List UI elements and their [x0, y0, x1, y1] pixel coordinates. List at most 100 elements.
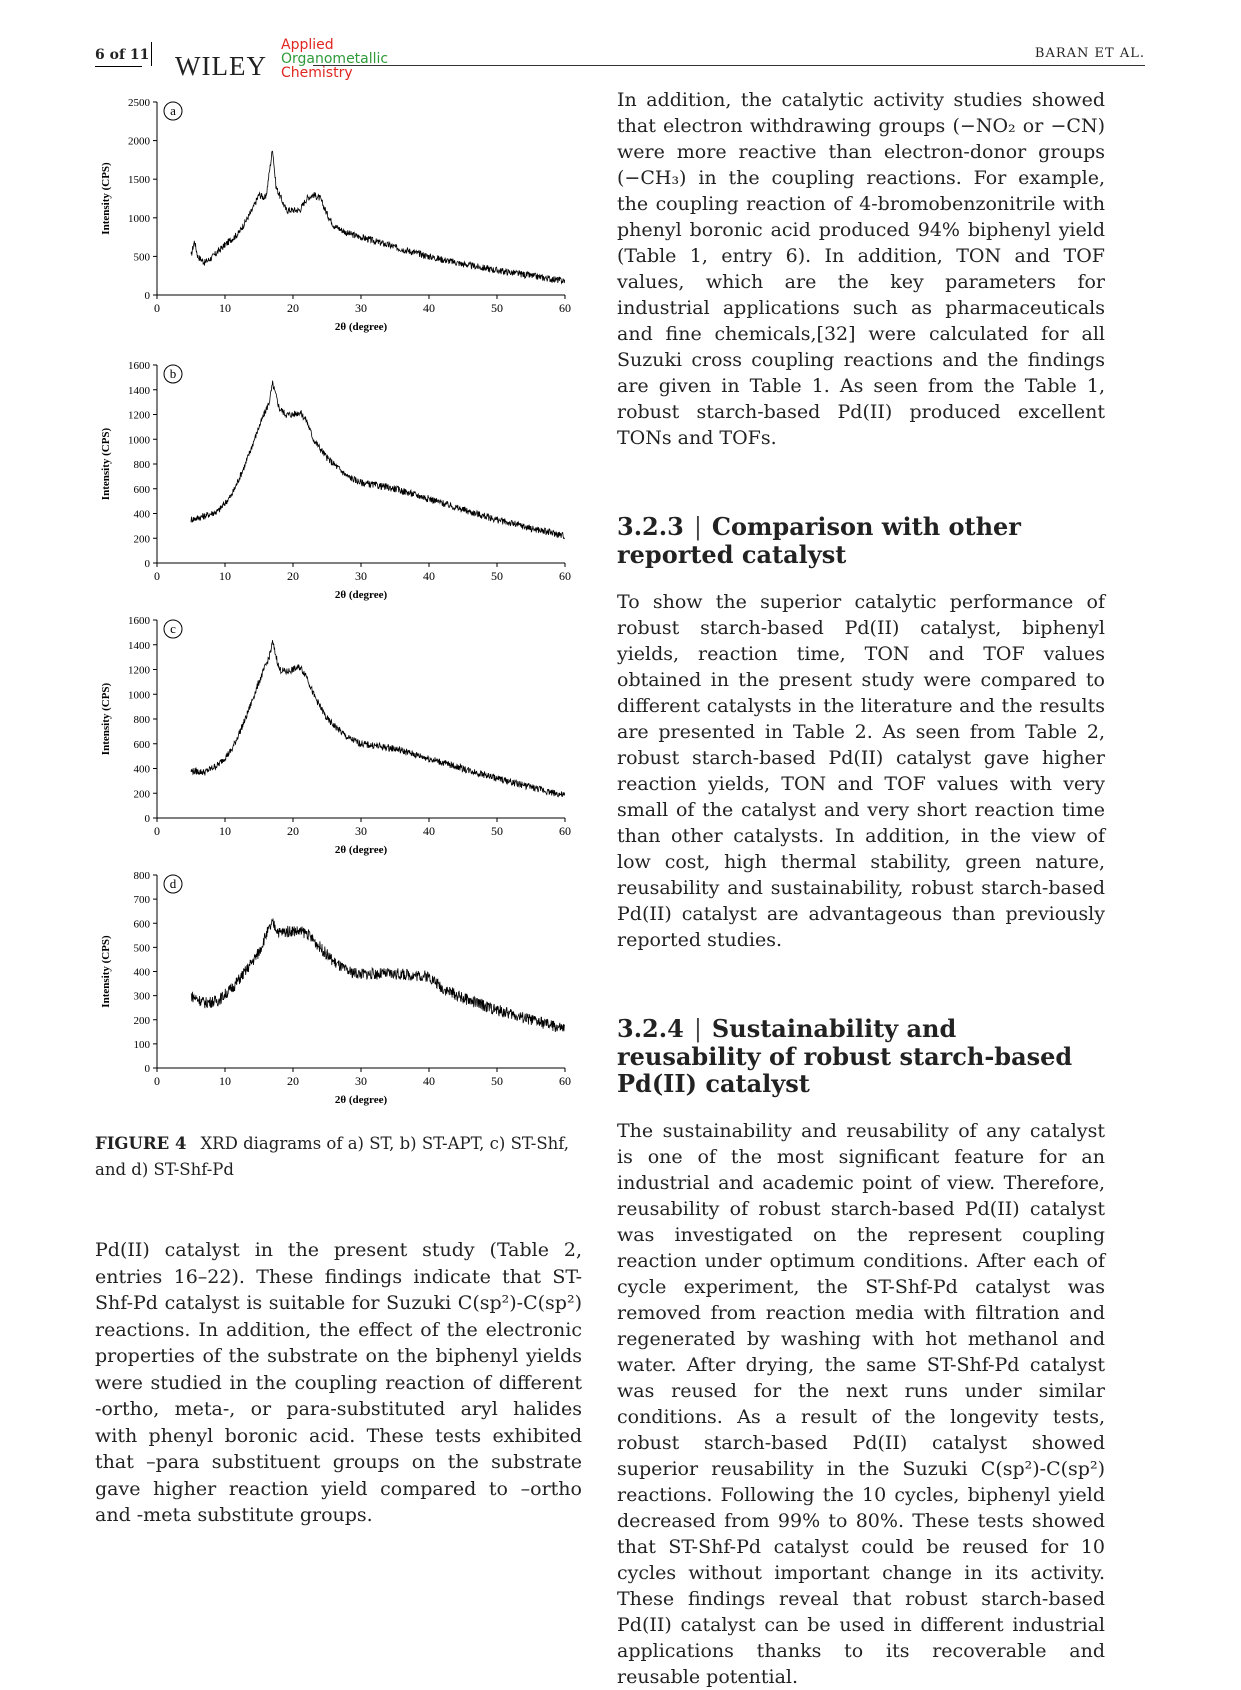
x-tick-label: 10 — [219, 824, 231, 838]
x-tick-label: 20 — [287, 569, 299, 583]
x-tick-label: 30 — [355, 569, 367, 583]
y-tick-label: 100 — [134, 1039, 151, 1051]
x-tick-label: 20 — [287, 824, 299, 838]
x-tick-label: 40 — [423, 301, 435, 315]
y-tick-label: 500 — [134, 942, 151, 954]
figure-caption-text: XRD diagrams of a) ST, b) ST-APT, c) ST-… — [95, 1134, 570, 1179]
figure-caption: FIGURE 4 XRD diagrams of a) ST, b) ST-APT… — [95, 1131, 595, 1183]
y-tick-label: 1600 — [128, 360, 151, 372]
y-tick-label: 2500 — [128, 97, 151, 109]
y-tick-label: 1400 — [128, 385, 151, 397]
x-tick-label: 0 — [154, 569, 160, 583]
y-tick-label: 0 — [145, 1063, 151, 1075]
y-tick-label: 800 — [134, 459, 151, 471]
xrd-chart-a-svg: 0 500 1000 1500 2000 2500 0 10 20 30 40 50 60 2θ (deg… — [100, 97, 571, 333]
x-tick-label: 30 — [355, 1074, 367, 1088]
running-authors: BARAN ET AL. — [1034, 46, 1145, 61]
xrd-chart-a: 0 500 1000 1500 2000 2500 0 10 20 30 40 50 60 2θ (deg… — [95, 92, 595, 337]
y-axis-label: Intensity (CPS) — [100, 682, 112, 755]
publisher-logo: WILEY — [175, 51, 267, 81]
panel-label-circle — [163, 364, 183, 384]
section-heading-3-2-3: 3.2.3 | Comparison with other reported cat… — [617, 513, 1105, 568]
y-tick-label: 700 — [134, 894, 151, 906]
xrd-chart-d: 0 100 200 300 400 500 600 700 800 0 10 20 30 40 50 60 2θ… — [95, 865, 595, 1110]
x-tick-label: 10 — [219, 569, 231, 583]
x-tick-label: 50 — [491, 301, 503, 315]
x-tick-label: 20 — [287, 1074, 299, 1088]
panel-label: d — [170, 876, 177, 891]
x-tick-label: 20 — [287, 301, 299, 315]
x-tick-label: 60 — [559, 569, 571, 583]
xrd-series-line — [190, 380, 565, 540]
x-tick-label: 40 — [423, 824, 435, 838]
xrd-series-line — [190, 918, 566, 1032]
x-tick-label: 10 — [219, 301, 231, 315]
panel-label: b — [170, 366, 177, 381]
journal-name-line2: Organometallic — [281, 51, 389, 67]
y-tick-label: 400 — [134, 764, 151, 776]
left-paragraph: Pd(II) catalyst in the present study (Ta… — [95, 1239, 582, 1526]
x-tick-label: 40 — [423, 1074, 435, 1088]
panel-label-circle — [163, 619, 183, 639]
section-title: Comparison with other reported catalyst — [617, 512, 1021, 569]
panel-label-circle — [163, 874, 183, 894]
y-tick-label: 1000 — [128, 689, 151, 701]
xrd-chart-b: 0 200 400 600 800 1000 1200 1400 1600 0 10 20 30 40 50… — [95, 355, 595, 605]
y-tick-label: 800 — [134, 714, 151, 726]
section-heading-3-2-4: 3.2.4 | Sustainability and reusability of … — [617, 1015, 1105, 1097]
x-tick-label: 50 — [491, 569, 503, 583]
x-tick-label: 30 — [355, 824, 367, 838]
header-rule — [313, 65, 1145, 66]
y-tick-label: 800 — [134, 870, 151, 882]
y-tick-label: 1500 — [128, 174, 151, 186]
y-tick-label: 1600 — [128, 615, 151, 627]
y-tick-label: 0 — [145, 290, 151, 302]
x-tick-label: 60 — [559, 1074, 571, 1088]
y-axis-label: Intensity (CPS) — [100, 162, 112, 235]
header-divider — [151, 42, 152, 66]
x-tick-label: 30 — [355, 301, 367, 315]
heading-separator: | — [693, 513, 702, 541]
x-tick-label: 60 — [559, 301, 571, 315]
y-tick-label: 200 — [134, 1015, 151, 1027]
y-tick-label: 2000 — [128, 136, 151, 148]
header-rule-left — [95, 66, 142, 67]
x-tick-label: 0 — [154, 301, 160, 315]
y-tick-label: 1000 — [128, 434, 151, 446]
x-tick-label: 40 — [423, 569, 435, 583]
y-tick-label: 1400 — [128, 640, 151, 652]
x-axis-label: 2θ (degree) — [335, 1094, 388, 1106]
x-tick-label: 50 — [491, 824, 503, 838]
y-tick-label: 500 — [134, 251, 151, 263]
x-tick-label: 10 — [219, 1074, 231, 1088]
page-number: 6 of 11 — [95, 47, 150, 63]
y-axis-label: Intensity (CPS) — [100, 935, 112, 1008]
paragraph-comparison: To show the superior catalytic performan… — [617, 591, 1105, 951]
y-tick-label: 1200 — [128, 665, 151, 677]
right-column: In addition, the catalytic activity stud… — [617, 87, 1105, 1690]
y-tick-label: 400 — [134, 509, 151, 521]
y-axis-label: Intensity (CPS) — [100, 427, 112, 500]
x-tick-label: 0 — [154, 1074, 160, 1088]
xrd-chart-c-svg: 0 200 400 600 800 1000 1200 1400 1600 0 10 20 30 40 50… — [100, 615, 571, 856]
y-tick-label: 200 — [134, 788, 151, 800]
page-header: 6 of 11 WILEY Applied Organometallic Che… — [95, 38, 1145, 90]
xrd-series-line — [190, 640, 566, 798]
x-axis-label: 2θ (degree) — [335, 589, 388, 601]
journal-logo: Applied Organometallic Chemistry — [281, 38, 388, 80]
xrd-chart-b-svg: 0 200 400 600 800 1000 1200 1400 1600 0 10 20 30 40 50… — [100, 360, 571, 601]
y-tick-label: 200 — [134, 533, 151, 545]
x-tick-label: 0 — [154, 824, 160, 838]
heading-separator: | — [693, 1015, 702, 1043]
y-tick-label: 600 — [134, 918, 151, 930]
journal-name-line3: Chemistry — [281, 65, 353, 81]
x-tick-label: 50 — [491, 1074, 503, 1088]
panel-label-circle — [163, 101, 183, 121]
panel-label: a — [170, 103, 176, 118]
y-tick-label: 400 — [134, 967, 151, 979]
x-axis-label: 2θ (degree) — [335, 321, 388, 333]
xrd-chart-d-svg: 0 100 200 300 400 500 600 700 800 0 10 20 30 40 50 60 2θ… — [100, 870, 571, 1106]
panel-label: c — [170, 621, 176, 636]
y-tick-label: 1000 — [128, 213, 151, 225]
section-number: 3.2.4 — [617, 1014, 684, 1043]
